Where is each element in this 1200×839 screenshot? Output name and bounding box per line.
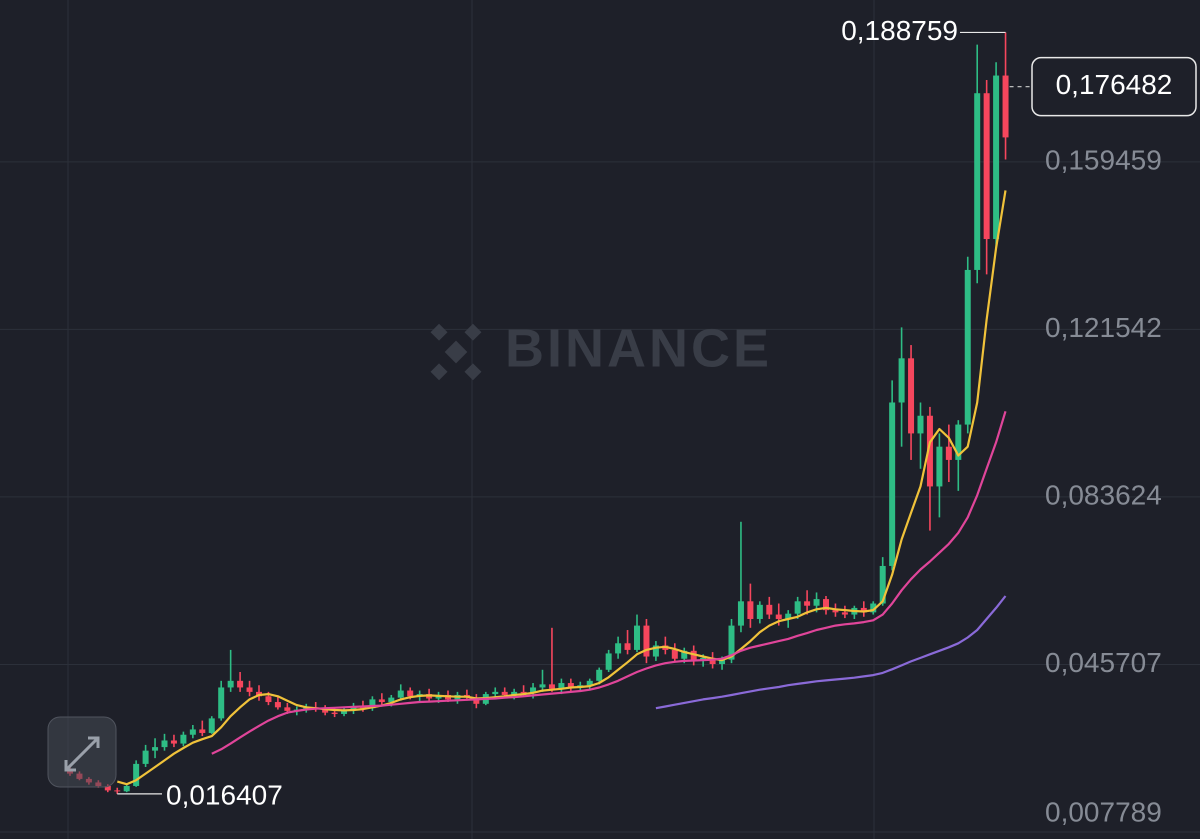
candle-body bbox=[322, 709, 329, 713]
candle-body bbox=[274, 702, 281, 708]
candle-body bbox=[728, 625, 735, 660]
candle-body bbox=[114, 790, 121, 792]
watermark-text: BINANCE bbox=[505, 318, 772, 378]
candle-body bbox=[397, 690, 404, 698]
candle-body bbox=[775, 614, 782, 619]
candle-body bbox=[936, 446, 943, 487]
candle-body bbox=[180, 734, 187, 744]
candle-body bbox=[492, 691, 499, 695]
y-tick-label: 0,121542 bbox=[1045, 312, 1162, 343]
candle-body bbox=[265, 696, 272, 703]
candle-body bbox=[615, 643, 622, 654]
candle-body bbox=[331, 712, 338, 714]
candle-body bbox=[501, 691, 508, 695]
moving-average-line bbox=[655, 595, 1007, 710]
candle-body bbox=[709, 657, 716, 665]
candle-body bbox=[539, 684, 546, 688]
candle-body bbox=[1002, 75, 1009, 138]
candle-body bbox=[520, 691, 527, 694]
candle-body bbox=[643, 625, 650, 657]
expand-icon bbox=[64, 736, 100, 772]
candle-body bbox=[974, 93, 981, 270]
candle-body bbox=[983, 93, 990, 240]
candle-body bbox=[879, 565, 886, 604]
candle-body bbox=[804, 601, 811, 606]
candle-body bbox=[133, 763, 140, 786]
candle-body bbox=[823, 599, 829, 611]
candle-body bbox=[766, 604, 773, 615]
moving-average-line bbox=[117, 190, 1007, 786]
candle-body bbox=[208, 718, 215, 733]
candle-body bbox=[926, 415, 933, 487]
candle-body bbox=[908, 358, 915, 434]
candle-body bbox=[917, 415, 924, 434]
candle-body bbox=[690, 650, 697, 661]
candle-body bbox=[237, 680, 244, 688]
y-tick-label: 0,083624 bbox=[1045, 479, 1162, 510]
candle-body bbox=[407, 690, 414, 697]
y-tick-label: 0,007789 bbox=[1045, 796, 1162, 827]
candle-body bbox=[671, 649, 678, 659]
candle-body bbox=[681, 650, 688, 659]
candle-body bbox=[218, 687, 225, 719]
candle-body bbox=[586, 680, 593, 686]
candle-body bbox=[104, 785, 111, 791]
candle-body bbox=[123, 785, 130, 792]
candle-body bbox=[832, 610, 839, 613]
y-tick-label: 0,045707 bbox=[1045, 647, 1162, 678]
candle-body bbox=[889, 402, 896, 566]
candle-body bbox=[747, 601, 754, 619]
candle-body bbox=[605, 653, 612, 670]
candle-body bbox=[369, 699, 376, 709]
candle-body bbox=[785, 613, 792, 619]
candle-body bbox=[624, 643, 631, 650]
candle-body bbox=[227, 680, 234, 688]
candle-body bbox=[189, 729, 196, 735]
candle-body bbox=[548, 684, 555, 689]
candle-body bbox=[341, 709, 348, 714]
candle-body bbox=[530, 687, 537, 694]
candle-body bbox=[964, 269, 971, 425]
candle-body bbox=[794, 601, 801, 614]
candle-body bbox=[898, 358, 905, 403]
low-label: 0,016407 bbox=[166, 779, 283, 810]
candle-body bbox=[634, 625, 640, 650]
candle-body bbox=[161, 740, 168, 748]
high-label: 0,188759 bbox=[841, 15, 958, 46]
candle-body bbox=[652, 645, 659, 657]
candle-body bbox=[870, 603, 877, 613]
candle-body bbox=[199, 729, 206, 733]
candle-body bbox=[170, 740, 177, 744]
candle-body bbox=[860, 607, 867, 613]
candle-body bbox=[284, 707, 291, 711]
candle-body bbox=[993, 75, 1000, 240]
candle-body bbox=[473, 697, 480, 704]
candle-body bbox=[596, 669, 603, 681]
last-price-box bbox=[1031, 56, 1197, 117]
candle-body bbox=[152, 747, 159, 751]
expand-button[interactable] bbox=[47, 716, 117, 788]
candle-body bbox=[567, 683, 574, 688]
candle-body bbox=[378, 699, 385, 703]
y-tick-label: 0,159459 bbox=[1045, 144, 1162, 175]
candle-body bbox=[813, 599, 820, 606]
candle-body bbox=[719, 659, 726, 665]
candle-body bbox=[955, 424, 962, 460]
candle-body bbox=[558, 683, 565, 689]
candle-body bbox=[350, 706, 357, 710]
moving-average-line bbox=[211, 410, 1007, 755]
candle-body bbox=[841, 612, 848, 615]
candle-body bbox=[945, 446, 952, 460]
last-price-label: 0,176482 bbox=[1056, 69, 1173, 100]
candle-body bbox=[511, 691, 518, 695]
candle-body bbox=[246, 687, 253, 692]
candle-body bbox=[388, 697, 395, 703]
candle-body bbox=[756, 604, 763, 619]
candle-body bbox=[142, 750, 149, 764]
candle-body bbox=[737, 601, 744, 626]
